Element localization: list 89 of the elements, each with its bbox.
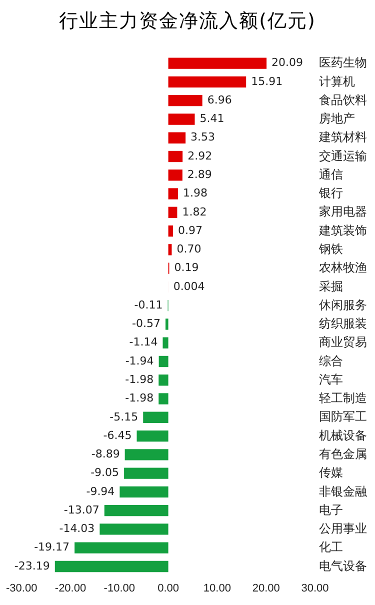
y-tick-label: 国防军工 bbox=[319, 410, 367, 424]
bar bbox=[104, 504, 168, 516]
bar bbox=[136, 430, 168, 442]
data-label: -5.15 bbox=[110, 410, 138, 424]
data-label: -13.07 bbox=[64, 503, 100, 516]
bar bbox=[158, 374, 168, 386]
bar bbox=[168, 225, 174, 237]
y-tick-label: 医药生物 bbox=[319, 56, 367, 70]
y-tick-label: 休闲服务 bbox=[319, 298, 367, 312]
bar bbox=[168, 76, 246, 88]
y-tick-label: 房地产 bbox=[319, 112, 355, 126]
data-label: 5.41 bbox=[200, 112, 224, 126]
y-tick-label: 商业贸易 bbox=[319, 335, 367, 350]
y-tick-label: 采掘 bbox=[319, 279, 343, 294]
chart-title: 行业主力资金净流入额(亿元) bbox=[58, 9, 317, 34]
data-label: 15.91 bbox=[251, 74, 283, 88]
y-tick-label: 建筑装饰 bbox=[318, 223, 367, 238]
bar bbox=[168, 170, 182, 181]
data-label: -19.17 bbox=[34, 540, 70, 554]
data-label: -0.57 bbox=[132, 317, 161, 330]
y-tick-label: 农林牧渔 bbox=[319, 260, 367, 275]
x-tick-label: -10.00 bbox=[104, 582, 135, 594]
bar bbox=[158, 356, 168, 368]
data-label: 0.004 bbox=[173, 280, 205, 293]
bar bbox=[100, 524, 168, 535]
x-tick-label: 0.00 bbox=[158, 582, 180, 594]
bar bbox=[143, 412, 168, 423]
y-tick-label: 计算机 bbox=[319, 74, 355, 88]
data-label: -6.45 bbox=[103, 428, 132, 442]
bar bbox=[168, 95, 202, 106]
data-label: 2.89 bbox=[187, 168, 212, 181]
y-tick-label: 钢铁 bbox=[318, 242, 343, 256]
data-label: -0.11 bbox=[134, 298, 163, 312]
x-tick-label: 30.00 bbox=[301, 582, 329, 594]
y-tick-label: 食品饮料 bbox=[319, 92, 367, 107]
data-label: 0.97 bbox=[178, 224, 203, 237]
data-label: 0.70 bbox=[176, 242, 202, 256]
y-tick-label: 非银金融 bbox=[319, 484, 367, 498]
bar bbox=[166, 318, 168, 330]
y-tick-label: 轻工制造 bbox=[319, 391, 367, 406]
y-tick-label: 家用电器 bbox=[319, 204, 367, 219]
y-tick-label: 机械设备 bbox=[319, 428, 367, 442]
data-label: -8.89 bbox=[91, 448, 120, 461]
y-tick-label: 公用事业 bbox=[319, 522, 367, 536]
y-tick-label: 汽车 bbox=[319, 372, 343, 386]
bar bbox=[162, 337, 168, 348]
data-label: 20.09 bbox=[272, 56, 304, 70]
data-label: 1.82 bbox=[182, 205, 207, 218]
y-tick-label: 化工 bbox=[319, 540, 343, 554]
y-tick-label: 电子 bbox=[319, 502, 343, 517]
bar bbox=[168, 206, 178, 218]
data-label: 3.53 bbox=[190, 130, 216, 144]
data-label: 0.19 bbox=[174, 261, 199, 274]
bar bbox=[168, 132, 186, 144]
data-label: 2.92 bbox=[188, 149, 212, 162]
y-tick-label: 电气设备 bbox=[319, 558, 367, 573]
y-tick-label: 有色金属 bbox=[319, 446, 367, 461]
y-tick-label: 通信 bbox=[319, 167, 343, 182]
bar bbox=[168, 114, 195, 125]
bar bbox=[54, 560, 168, 572]
data-label: -1.98 bbox=[125, 392, 154, 405]
y-tick-label: 传媒 bbox=[319, 466, 343, 480]
x-tick-label: -20.00 bbox=[54, 582, 86, 594]
x-tick-label: 20.00 bbox=[252, 582, 280, 594]
data-label: -23.19 bbox=[14, 559, 50, 572]
data-label: -1.98 bbox=[125, 372, 154, 386]
x-tick-label: 10.00 bbox=[203, 582, 231, 594]
data-label: 1.98 bbox=[182, 186, 208, 200]
y-tick-label: 建筑材料 bbox=[318, 130, 367, 144]
y-tick-label: 综合 bbox=[319, 354, 343, 368]
data-label: -14.03 bbox=[59, 522, 95, 536]
bar bbox=[168, 150, 183, 162]
x-tick-label: -30.00 bbox=[6, 582, 38, 594]
y-tick-label: 交通运输 bbox=[319, 148, 367, 163]
bar bbox=[168, 58, 267, 69]
bar bbox=[124, 468, 168, 479]
bar bbox=[168, 244, 172, 256]
y-tick-label: 纺织服装 bbox=[319, 316, 367, 331]
bar bbox=[124, 449, 168, 460]
data-label: 6.96 bbox=[207, 93, 232, 106]
y-tick-label: 银行 bbox=[318, 186, 343, 200]
bar bbox=[120, 486, 168, 498]
bar bbox=[74, 542, 168, 554]
data-label: -9.05 bbox=[90, 466, 120, 480]
bar bbox=[158, 393, 168, 404]
data-label: -1.14 bbox=[129, 336, 158, 349]
data-label: -9.94 bbox=[86, 484, 115, 498]
bar bbox=[168, 188, 178, 200]
data-label: -1.94 bbox=[125, 354, 154, 368]
